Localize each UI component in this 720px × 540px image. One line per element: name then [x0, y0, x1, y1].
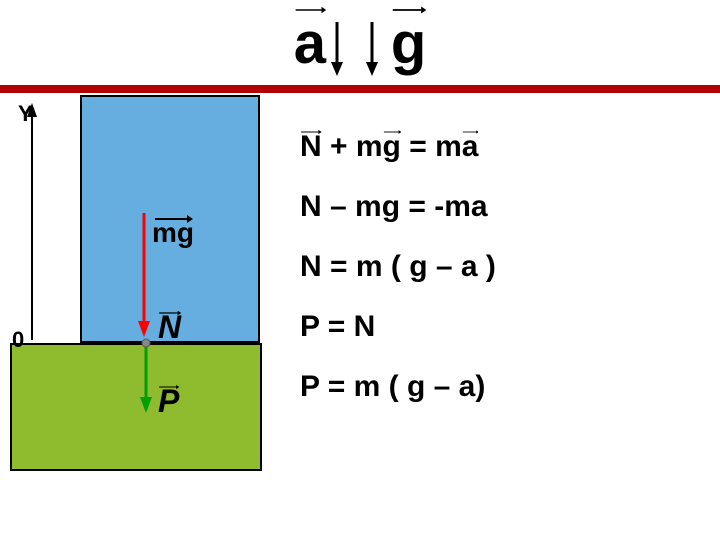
n-label: N	[158, 309, 181, 346]
equation-text: = m	[401, 130, 462, 163]
vector-arrow-icon	[300, 126, 322, 138]
vector-arrow-icon	[158, 381, 179, 393]
mg-label: mg	[152, 217, 194, 249]
origin-label: 0	[12, 327, 24, 353]
equation-text: P = N	[300, 310, 375, 343]
vector-arrow-icon	[158, 307, 181, 319]
vector-arrow-icon	[462, 126, 479, 138]
vector-arrow-icon	[383, 126, 401, 138]
equation-text: N = m ( g – a )	[300, 250, 496, 283]
title-g-text: g	[391, 11, 426, 76]
equation-line-1: N – mg = -ma	[300, 190, 700, 224]
equation-line-3: P = N	[300, 310, 700, 344]
p-label: P	[158, 383, 179, 420]
equation-line-4: P = m ( g – a)	[300, 370, 700, 404]
title-a-text: a	[294, 11, 326, 76]
equation-text: P = m ( g – a)	[300, 370, 485, 403]
title-letter-g: g	[391, 10, 426, 77]
vector-term: a	[462, 130, 479, 164]
equation-text: N – mg = -ma	[300, 190, 488, 223]
diagram-box-bottom	[10, 343, 262, 471]
y-axis-label: Y	[18, 101, 33, 127]
vector-arrow-icon	[294, 4, 326, 16]
vector-arrow-icon	[391, 4, 426, 16]
vector-term: g	[383, 130, 401, 164]
vector-arrow-icon	[152, 213, 194, 225]
diagram-area: Y 0 mg N P	[0, 95, 290, 495]
vector-term: N	[300, 130, 322, 164]
equations-area: N + mg = ma N – mg = -ma N = m ( g – a ) P …	[300, 130, 700, 430]
title-letter-a: a	[294, 10, 326, 77]
equation-line-2: N = m ( g – a )	[300, 250, 700, 284]
title-area: a g	[0, 10, 720, 80]
equation-text: + m	[322, 130, 383, 163]
separator-bar	[0, 85, 720, 93]
equation-line-0: N + mg = ma	[300, 130, 700, 164]
